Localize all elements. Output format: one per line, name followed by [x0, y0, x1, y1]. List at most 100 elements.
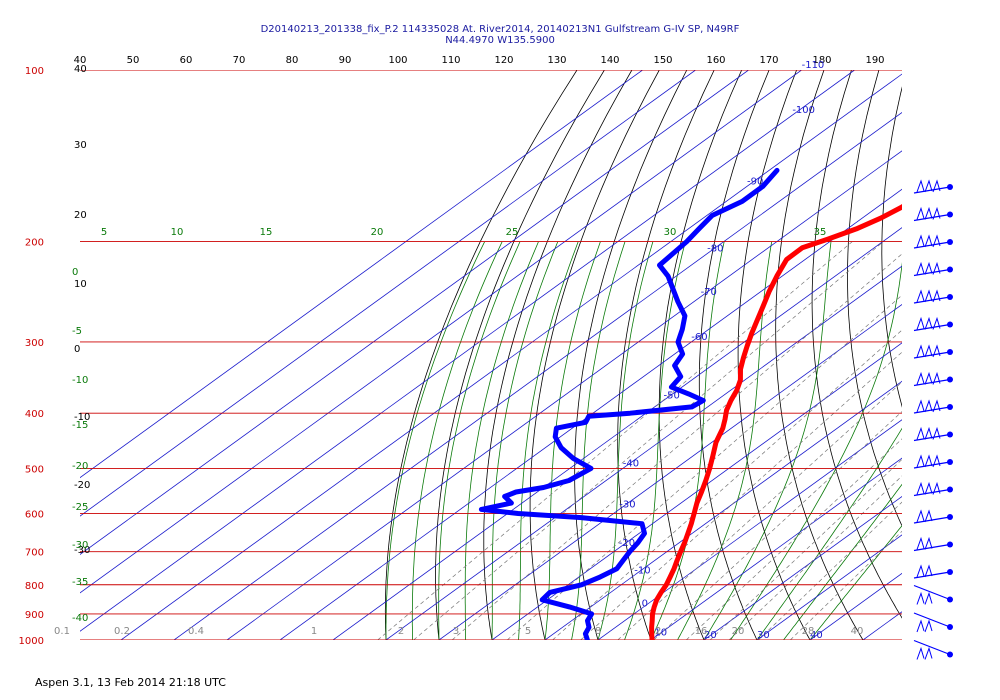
dry-adiabat-line	[529, 70, 660, 640]
moist-adiabat-line	[783, 483, 902, 640]
isotherm-label: 40	[810, 630, 823, 641]
wind-barb	[913, 316, 953, 332]
isotherm-label: -40	[623, 458, 639, 469]
isotherm-label: -80	[707, 244, 723, 255]
wind-barb	[913, 344, 953, 359]
wind-barb-flag	[924, 426, 933, 440]
moist-adiabat-line	[518, 241, 579, 640]
wind-barb-flag	[916, 481, 925, 495]
dry-adiabat-line	[483, 70, 633, 640]
wind-barb-flag	[932, 454, 941, 468]
isotherm-line	[120, 73, 902, 640]
wind-barb-flag	[916, 234, 925, 248]
mixing-ratio-line	[377, 241, 853, 640]
top-tick-label: 170	[759, 55, 778, 66]
wind-barb-flag	[924, 509, 933, 523]
top-tick-label: 80	[286, 55, 299, 66]
isotherm-line	[80, 70, 855, 632]
wind-barb	[913, 179, 953, 194]
wind-barb-flag	[924, 399, 933, 413]
dry-adiabat-line	[811, 70, 902, 619]
moist-adiabat-line	[809, 525, 902, 640]
wind-barb-flag	[924, 564, 933, 578]
moist-adiabat-label: 20	[371, 227, 384, 238]
top-tick-label: 100	[388, 55, 407, 66]
chart-title-line1: D20140213_201338_fix_P.2 114335028 At. R…	[260, 24, 740, 35]
wind-barb	[913, 509, 953, 524]
series-line	[649, 204, 902, 640]
mixing-ratio-label: 8	[595, 626, 601, 637]
isotherm-label: -50	[664, 390, 680, 401]
isotherm-line	[226, 150, 902, 640]
wind-barb-flag	[916, 564, 925, 578]
isotherm-line	[80, 70, 696, 517]
isotherm-label: 0	[642, 598, 648, 609]
left-scale-label: 30	[74, 140, 87, 151]
wind-barb-flag	[924, 179, 933, 193]
mixing-ratio-line	[758, 501, 902, 640]
top-tick-label: 50	[127, 55, 140, 66]
isotherm-line	[385, 265, 902, 640]
footer-label: Aspen 3.1, 13 Feb 2014 21:18 UTC	[35, 676, 226, 689]
mixing-ratio-line	[552, 329, 902, 640]
wind-barb-flag	[916, 509, 925, 523]
isotherm-line	[809, 572, 902, 640]
left-scale-label: 40	[74, 64, 87, 75]
isotherm-line	[80, 70, 643, 479]
top-tick-label: 70	[233, 55, 246, 66]
mixing-ratio-label: 1	[311, 626, 317, 637]
isotherm-label: -20	[619, 538, 635, 549]
moist-adiabat-label: 25	[506, 227, 519, 238]
dry-adiabat-line	[979, 70, 1000, 640]
top-tick-label: 90	[339, 55, 352, 66]
dry-adiabat-line	[574, 70, 688, 640]
mixing-ratio-line	[580, 351, 902, 640]
wind-barb	[913, 454, 953, 469]
dry-adiabat-line	[948, 70, 1000, 640]
isotherm-line	[438, 303, 902, 640]
wind-barb-flag	[932, 234, 941, 248]
wind-barb-shaft	[913, 584, 951, 601]
isotherm-label: 30	[757, 630, 770, 641]
mixing-ratio-label: 16	[695, 626, 708, 637]
wind-barb-flag	[916, 316, 925, 330]
wind-barb-flag	[924, 536, 933, 550]
top-tick-label: 140	[600, 55, 619, 66]
wind-barb-flag	[916, 426, 925, 440]
isotherm-label: -100	[792, 105, 815, 116]
isotherm-label: -60	[691, 332, 707, 343]
top-tick-label: 160	[706, 55, 725, 66]
wind-barb-flag	[932, 399, 941, 413]
wind-barb-flag	[916, 179, 925, 193]
wind-barb-flag	[932, 289, 941, 303]
wind-barb-flag	[932, 481, 941, 495]
moist-adiabat-left-label: -15	[72, 420, 88, 431]
moist-adiabat-left-label: -30	[72, 540, 88, 551]
mixing-ratio-label: 0.2	[114, 626, 130, 637]
wind-barb	[913, 564, 953, 579]
pressure-tick-label: 800	[25, 581, 44, 592]
wind-barb-flag	[924, 234, 933, 248]
wind-barb-flag	[916, 371, 925, 385]
dry-adiabat-line	[775, 70, 864, 640]
wind-barb-flag	[932, 206, 941, 220]
pressure-tick-label: 300	[25, 338, 44, 349]
chart-title-line2: N44.4970 W135.5900	[445, 35, 555, 46]
isotherm-line	[703, 496, 902, 640]
wind-barb-shaft	[913, 639, 951, 656]
wind-barb-flag	[932, 371, 941, 385]
isotherm-label: 20	[704, 630, 717, 641]
wind-barb	[913, 612, 953, 633]
isotherm-line	[279, 188, 902, 640]
wind-barb-flag	[916, 399, 925, 413]
wind-barb-flag	[932, 316, 941, 330]
mixing-ratio-label: 2	[398, 626, 404, 637]
wind-barb-flag	[924, 454, 933, 468]
wind-barb	[913, 261, 953, 277]
wind-barb-flag	[916, 619, 925, 633]
isotherm-line	[80, 70, 802, 594]
moist-adiabat-left-label: -5	[72, 326, 82, 337]
dry-adiabat-line	[915, 70, 1000, 640]
mixing-ratio-label: 20	[732, 626, 745, 637]
